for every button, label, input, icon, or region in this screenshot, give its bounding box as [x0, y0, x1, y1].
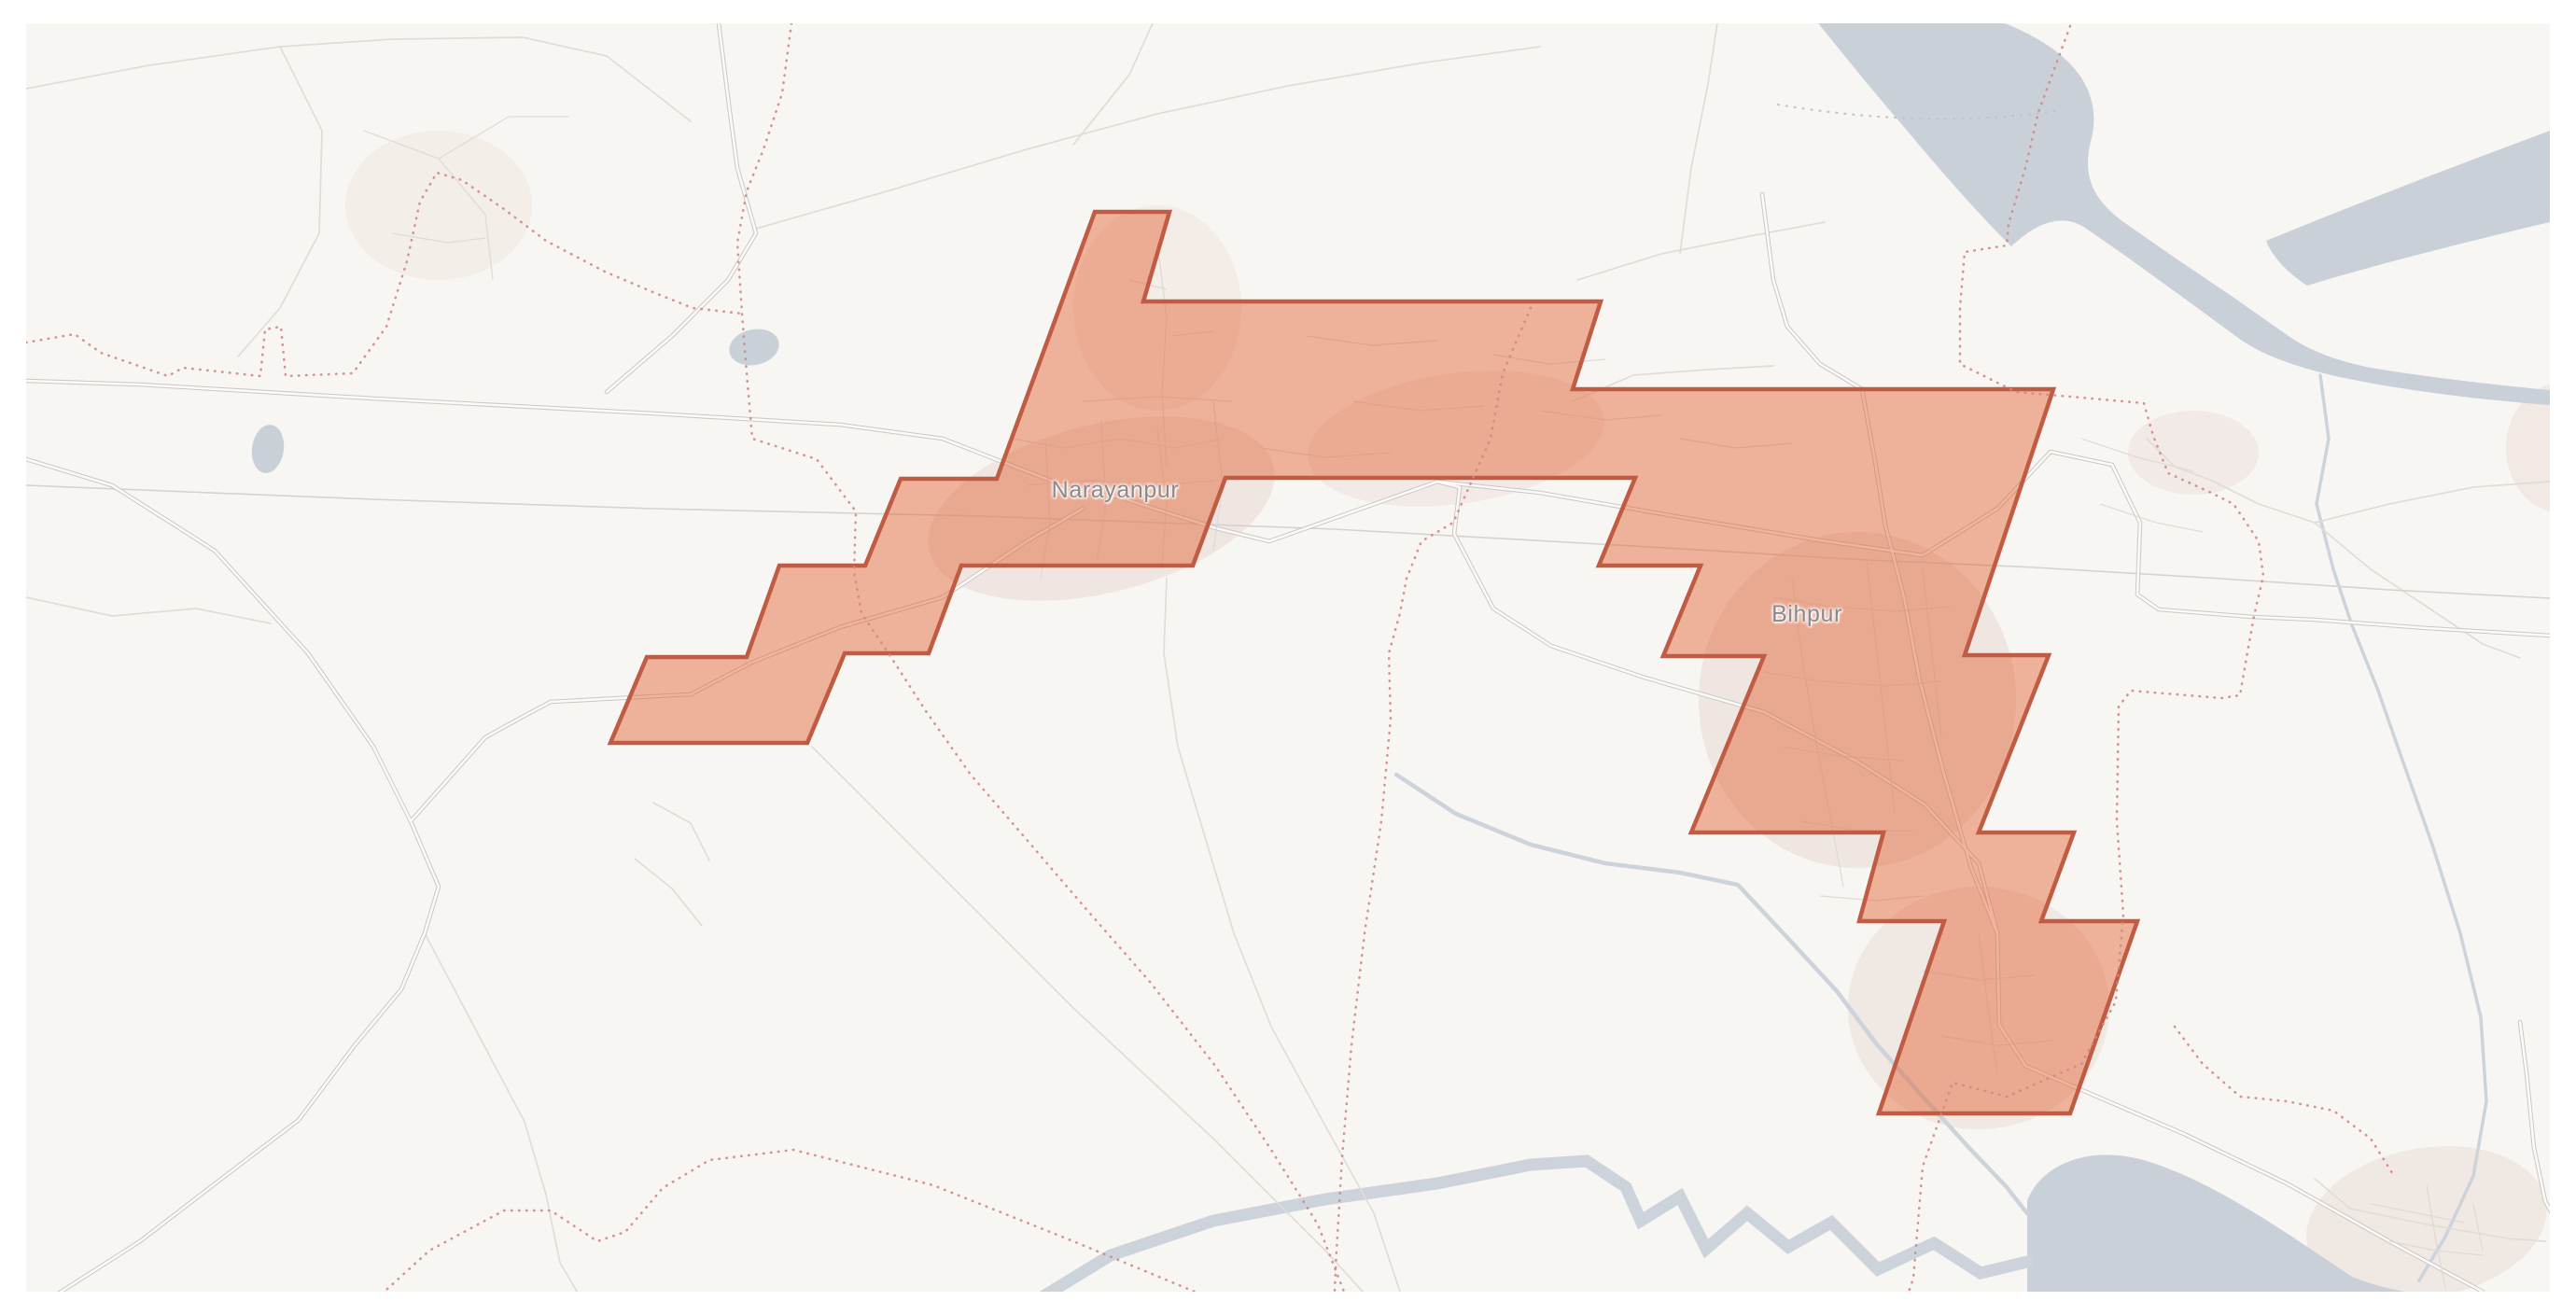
minor-roads-layer [26, 23, 2550, 1292]
railway-line [26, 484, 2550, 599]
street-clusters-layer [363, 116, 2484, 1289]
place-label-bihpur: Bihpur [1771, 601, 1842, 628]
pond [251, 425, 285, 473]
ferry-route [1776, 103, 2063, 120]
water-layer [251, 23, 2550, 1292]
place-label-narayanpur: Narayanpur [1051, 477, 1180, 504]
admin-boundary-layer [26, 23, 2396, 1292]
map-layers [26, 23, 2550, 1292]
major-roads-layer [26, 23, 2550, 1292]
urban-areas-layer [345, 131, 2550, 1292]
selected-region-polygon[interactable] [607, 209, 2141, 1116]
pond [729, 329, 779, 366]
